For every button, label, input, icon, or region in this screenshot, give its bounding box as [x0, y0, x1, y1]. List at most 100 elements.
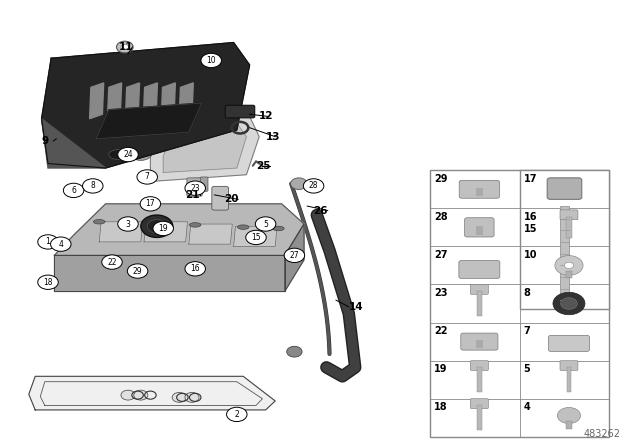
- Text: 5: 5: [524, 364, 531, 374]
- Polygon shape: [90, 83, 104, 119]
- Bar: [520, 170, 609, 309]
- Polygon shape: [99, 222, 143, 242]
- Text: 7: 7: [145, 172, 150, 181]
- Bar: [566, 271, 572, 278]
- Circle shape: [185, 392, 199, 402]
- Ellipse shape: [237, 225, 249, 229]
- Polygon shape: [96, 103, 202, 139]
- Text: 6: 6: [71, 186, 76, 195]
- Circle shape: [246, 230, 266, 245]
- Circle shape: [134, 390, 148, 400]
- Polygon shape: [29, 376, 275, 410]
- Bar: [560, 206, 569, 300]
- Bar: [477, 367, 482, 392]
- Circle shape: [38, 235, 58, 249]
- Polygon shape: [144, 222, 188, 242]
- Text: 20: 20: [224, 194, 239, 204]
- Text: 19: 19: [434, 364, 447, 374]
- Text: 29: 29: [434, 174, 447, 184]
- Polygon shape: [150, 116, 259, 181]
- Polygon shape: [179, 83, 193, 119]
- Circle shape: [102, 255, 122, 269]
- Text: 29: 29: [132, 267, 143, 276]
- Polygon shape: [54, 255, 285, 291]
- Polygon shape: [234, 226, 277, 246]
- Text: 23: 23: [434, 288, 447, 298]
- Text: 26: 26: [314, 206, 328, 215]
- Text: 25: 25: [256, 161, 271, 171]
- Text: 18: 18: [434, 402, 447, 412]
- Bar: [477, 291, 482, 316]
- FancyBboxPatch shape: [470, 361, 488, 370]
- Text: 5: 5: [263, 220, 268, 228]
- Bar: [476, 188, 483, 196]
- FancyBboxPatch shape: [460, 180, 500, 198]
- FancyBboxPatch shape: [225, 105, 255, 118]
- Text: 17: 17: [145, 199, 156, 208]
- Text: 10: 10: [524, 250, 537, 260]
- Text: 15: 15: [251, 233, 261, 242]
- Text: 8: 8: [524, 288, 531, 298]
- Polygon shape: [143, 83, 157, 119]
- Polygon shape: [285, 224, 304, 291]
- Circle shape: [141, 215, 173, 237]
- FancyBboxPatch shape: [187, 178, 202, 196]
- Ellipse shape: [145, 221, 156, 225]
- FancyBboxPatch shape: [548, 335, 589, 351]
- Bar: [567, 367, 572, 392]
- FancyBboxPatch shape: [547, 178, 582, 199]
- Text: 3: 3: [125, 220, 131, 228]
- Circle shape: [227, 407, 247, 422]
- Circle shape: [291, 178, 307, 190]
- Circle shape: [116, 41, 133, 53]
- Text: 16: 16: [190, 264, 200, 273]
- Text: 4: 4: [58, 240, 63, 249]
- FancyBboxPatch shape: [560, 361, 578, 370]
- Circle shape: [147, 220, 166, 233]
- Circle shape: [140, 197, 161, 211]
- Text: 17: 17: [524, 174, 537, 184]
- Circle shape: [303, 179, 324, 193]
- Circle shape: [255, 217, 276, 231]
- Text: 4: 4: [524, 402, 531, 412]
- Ellipse shape: [273, 226, 284, 231]
- FancyBboxPatch shape: [461, 333, 498, 350]
- Text: 10: 10: [206, 56, 216, 65]
- Text: 24: 24: [123, 150, 133, 159]
- Text: 7: 7: [524, 326, 531, 336]
- Polygon shape: [163, 123, 246, 172]
- FancyBboxPatch shape: [200, 177, 208, 191]
- Polygon shape: [161, 83, 175, 119]
- Polygon shape: [42, 119, 106, 168]
- Text: 22: 22: [434, 326, 447, 336]
- Circle shape: [153, 221, 173, 236]
- FancyBboxPatch shape: [459, 261, 500, 279]
- Polygon shape: [54, 204, 304, 255]
- FancyBboxPatch shape: [212, 186, 228, 210]
- Text: 16
15: 16 15: [524, 212, 537, 233]
- Text: 22: 22: [108, 258, 116, 267]
- Text: 9: 9: [42, 136, 49, 146]
- Circle shape: [557, 408, 580, 424]
- Polygon shape: [189, 224, 232, 244]
- Circle shape: [287, 346, 302, 357]
- Ellipse shape: [109, 150, 128, 159]
- Circle shape: [63, 183, 84, 198]
- Text: 13: 13: [266, 132, 280, 142]
- Text: 28: 28: [309, 181, 318, 190]
- Text: 19: 19: [158, 224, 168, 233]
- Circle shape: [555, 255, 583, 275]
- Circle shape: [564, 263, 573, 269]
- Text: 12: 12: [259, 112, 274, 121]
- FancyBboxPatch shape: [470, 399, 488, 409]
- Circle shape: [201, 53, 221, 68]
- Circle shape: [137, 170, 157, 184]
- Bar: [566, 217, 572, 238]
- Polygon shape: [108, 83, 122, 119]
- Polygon shape: [125, 83, 140, 119]
- Text: 27: 27: [434, 250, 447, 260]
- FancyBboxPatch shape: [560, 210, 578, 220]
- Bar: [476, 226, 483, 235]
- Circle shape: [118, 217, 138, 231]
- Ellipse shape: [93, 220, 105, 224]
